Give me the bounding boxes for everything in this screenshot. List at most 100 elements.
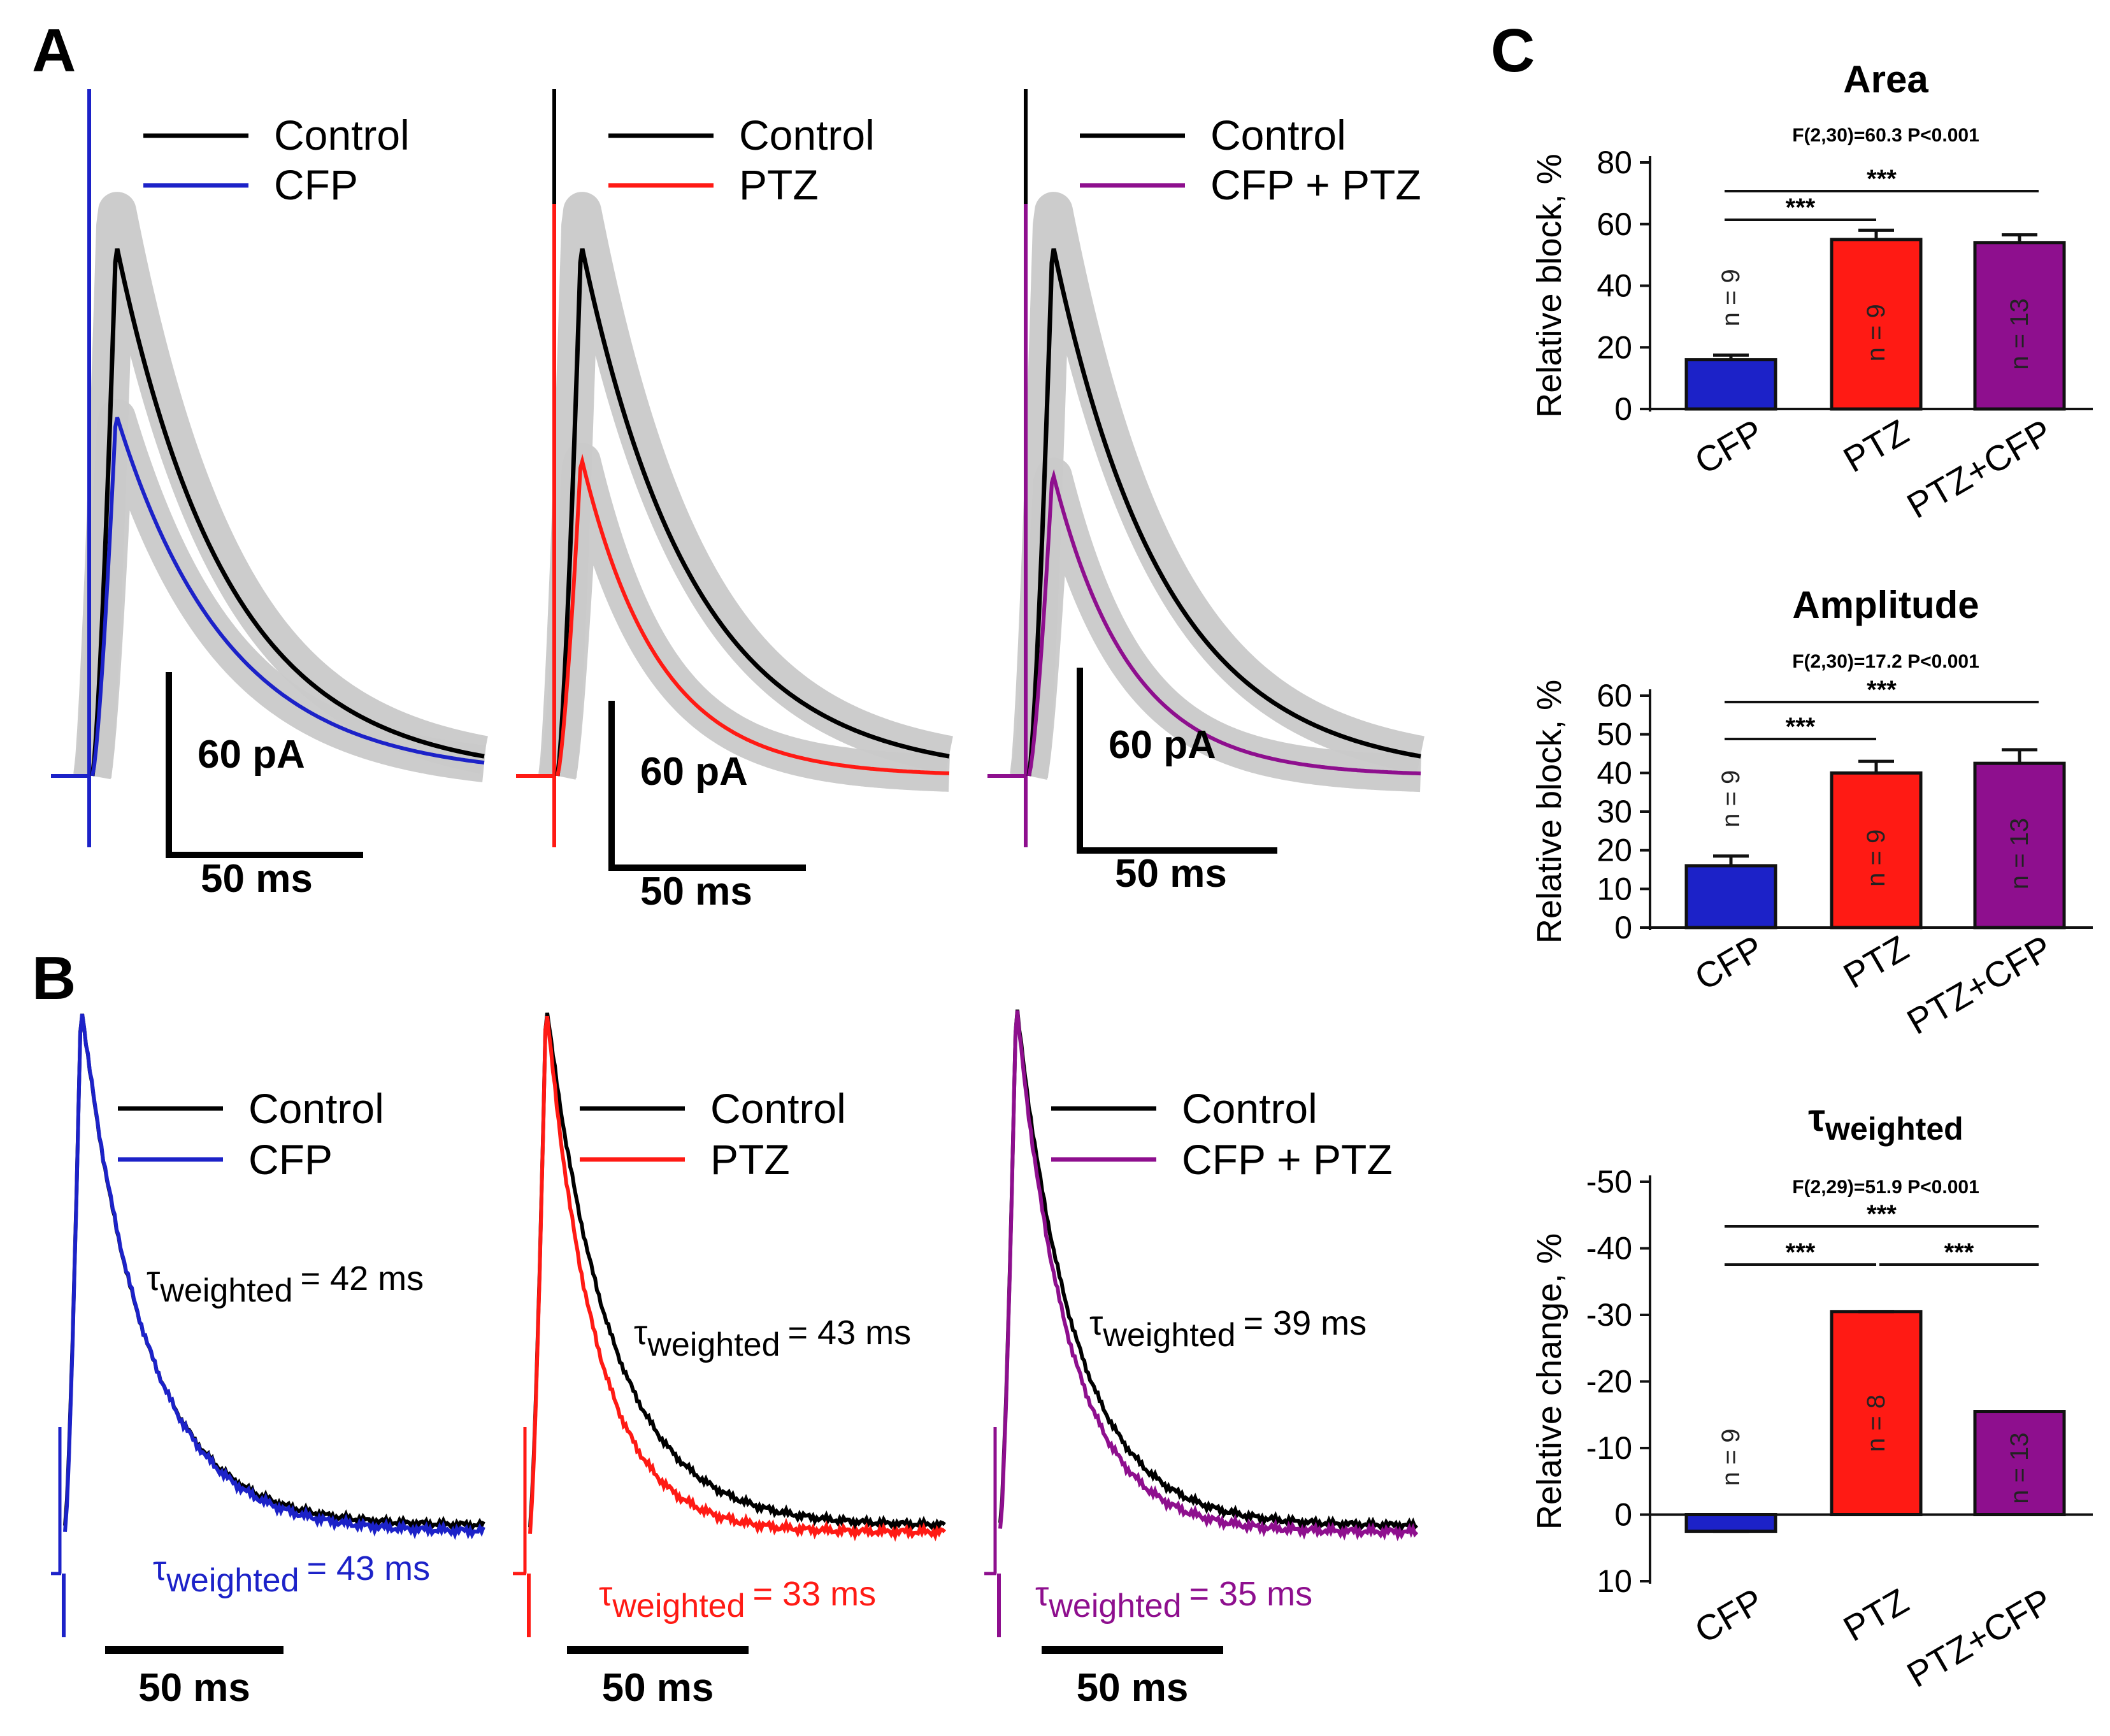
y-tick-label: 10 <box>1597 871 1632 907</box>
y-tick-label: 20 <box>1597 833 1632 868</box>
y-tick-label: 0 <box>1614 391 1632 427</box>
legend-label-drug: CFP <box>274 161 358 208</box>
tau-control-value: = 39 ms <box>1244 1304 1367 1342</box>
tau-drug-annotation: τweighted = 33 ms <box>599 1575 876 1625</box>
x-category-label: PTZ+CFP <box>1900 928 2058 1042</box>
x-category-label: PTZ+CFP <box>1900 1581 2058 1695</box>
bar-cfp <box>1684 1513 1777 1533</box>
scale-bar <box>166 672 363 858</box>
control-sem-band <box>538 192 966 778</box>
y-axis-label: Relative block, % <box>1530 154 1568 417</box>
trace-control <box>90 248 485 777</box>
scale-label-time: 50 ms <box>640 870 752 914</box>
tau-symbol: τ <box>1035 1575 1049 1613</box>
panel-label-a: A <box>32 17 76 85</box>
significance-stars: *** <box>1867 676 1897 704</box>
legend-label-drug: CFP + PTZ <box>1210 161 1421 208</box>
n-label: n = 13 <box>2006 1432 2034 1503</box>
tau-control-annotation: τweighted = 39 ms <box>1089 1304 1367 1354</box>
legend-label-control: Control <box>248 1085 384 1132</box>
x-category-label: PTZ <box>1837 412 1915 480</box>
y-tick-label: -30 <box>1586 1297 1632 1333</box>
scale-label-time: 50 ms <box>1077 1666 1189 1710</box>
chart-title-subscript: weighted <box>1825 1111 1963 1147</box>
significance-stars: *** <box>1786 1238 1816 1266</box>
y-tick-label: 10 <box>1597 1563 1632 1599</box>
trace-drug <box>528 1015 947 1542</box>
bar-cfp <box>1684 358 1777 411</box>
panel-label-c: C <box>1491 17 1535 85</box>
trace-control <box>528 1012 946 1533</box>
trace-control <box>998 1009 1419 1533</box>
chart-stats: F(2,30)=60.3 P<0.001 <box>1792 125 1979 146</box>
legend-label-control: Control <box>1210 111 1346 159</box>
chart-title: Area <box>1843 58 1928 101</box>
tau-symbol: τ <box>634 1314 647 1352</box>
n-label: n = 13 <box>2006 298 2034 369</box>
trace-drug <box>90 417 485 777</box>
trace-drug <box>1027 469 1421 777</box>
y-tick-label: -50 <box>1586 1164 1632 1200</box>
tau-drug-annotation: τweighted = 35 ms <box>1035 1575 1312 1625</box>
x-category-label: PTZ <box>1837 1581 1915 1649</box>
bar-cfp <box>1684 864 1777 929</box>
chart-stats: F(2,30)=17.2 P<0.001 <box>1792 651 1979 672</box>
significance-stars: *** <box>1786 194 1816 222</box>
bar-chart-3: τweighted F(2,29)=51.9 P<0.001 10 0 -10 -20 -3… <box>1530 1096 2093 1695</box>
legend-label-control: Control <box>1182 1085 1317 1132</box>
n-label: n = 9 <box>1717 269 1745 326</box>
chart-title: τweighted <box>1808 1096 1963 1147</box>
y-tick-label: -10 <box>1586 1430 1632 1466</box>
bar-chart-1: Area F(2,30)=60.3 P<0.001 0 20 40 60 80 Relativ… <box>1530 58 2093 526</box>
legend-label-control: Control <box>710 1085 846 1132</box>
tau-subscript: weighted <box>166 1562 299 1599</box>
legend-label-control: Control <box>739 111 875 159</box>
y-axis-label: Relative change, % <box>1530 1233 1568 1530</box>
chart-title-symbol: τ <box>1808 1096 1825 1139</box>
significance-stars: *** <box>1867 1200 1897 1228</box>
x-category-label: CFP <box>1688 1581 1770 1651</box>
bar-ptz-cfp <box>1973 241 2066 411</box>
bar-ptz <box>1830 238 1923 411</box>
trace-drug <box>63 1014 485 1540</box>
n-label: n = 9 <box>1862 829 1890 887</box>
scale-label-time: 50 ms <box>602 1666 714 1710</box>
tau-drug-annotation: τweighted = 43 ms <box>153 1549 430 1599</box>
y-tick-label: 40 <box>1597 268 1632 304</box>
legend-label-drug: CFP + PTZ <box>1182 1136 1393 1183</box>
legend-label-drug: PTZ <box>710 1136 790 1183</box>
y-tick-label: 40 <box>1597 755 1632 791</box>
scale-label-current: 60 pA <box>197 733 305 777</box>
scale-label-current: 60 pA <box>640 750 748 794</box>
scale-label-time: 50 ms <box>1115 852 1227 896</box>
scale-bar <box>608 701 806 871</box>
y-tick-label: 60 <box>1597 206 1632 242</box>
panel-label-b: B <box>32 944 76 1012</box>
bar-ptz <box>1830 1310 1923 1516</box>
tau-subscript: weighted <box>159 1272 292 1309</box>
y-tick-label: 30 <box>1597 794 1632 829</box>
panel-labels: A B C <box>32 17 1535 1012</box>
trace-control <box>1026 248 1421 777</box>
scale-label-time: 50 ms <box>138 1666 250 1710</box>
n-label: n = 9 <box>1717 1428 1745 1486</box>
trace-control <box>555 248 950 777</box>
tau-symbol: τ <box>153 1549 166 1588</box>
trace-drug <box>556 454 950 777</box>
y-tick-label: 50 <box>1597 717 1632 752</box>
tau-control-annotation: τweighted = 43 ms <box>634 1314 911 1363</box>
scale-bar <box>1077 668 1277 854</box>
n-label: n = 13 <box>2006 818 2034 889</box>
tau-drug-value: = 43 ms <box>307 1549 431 1588</box>
tau-control-value: = 43 ms <box>788 1314 912 1352</box>
legend-label-control: Control <box>274 111 410 159</box>
significance-stars: *** <box>1786 713 1816 741</box>
tau-subscript: weighted <box>647 1326 780 1363</box>
